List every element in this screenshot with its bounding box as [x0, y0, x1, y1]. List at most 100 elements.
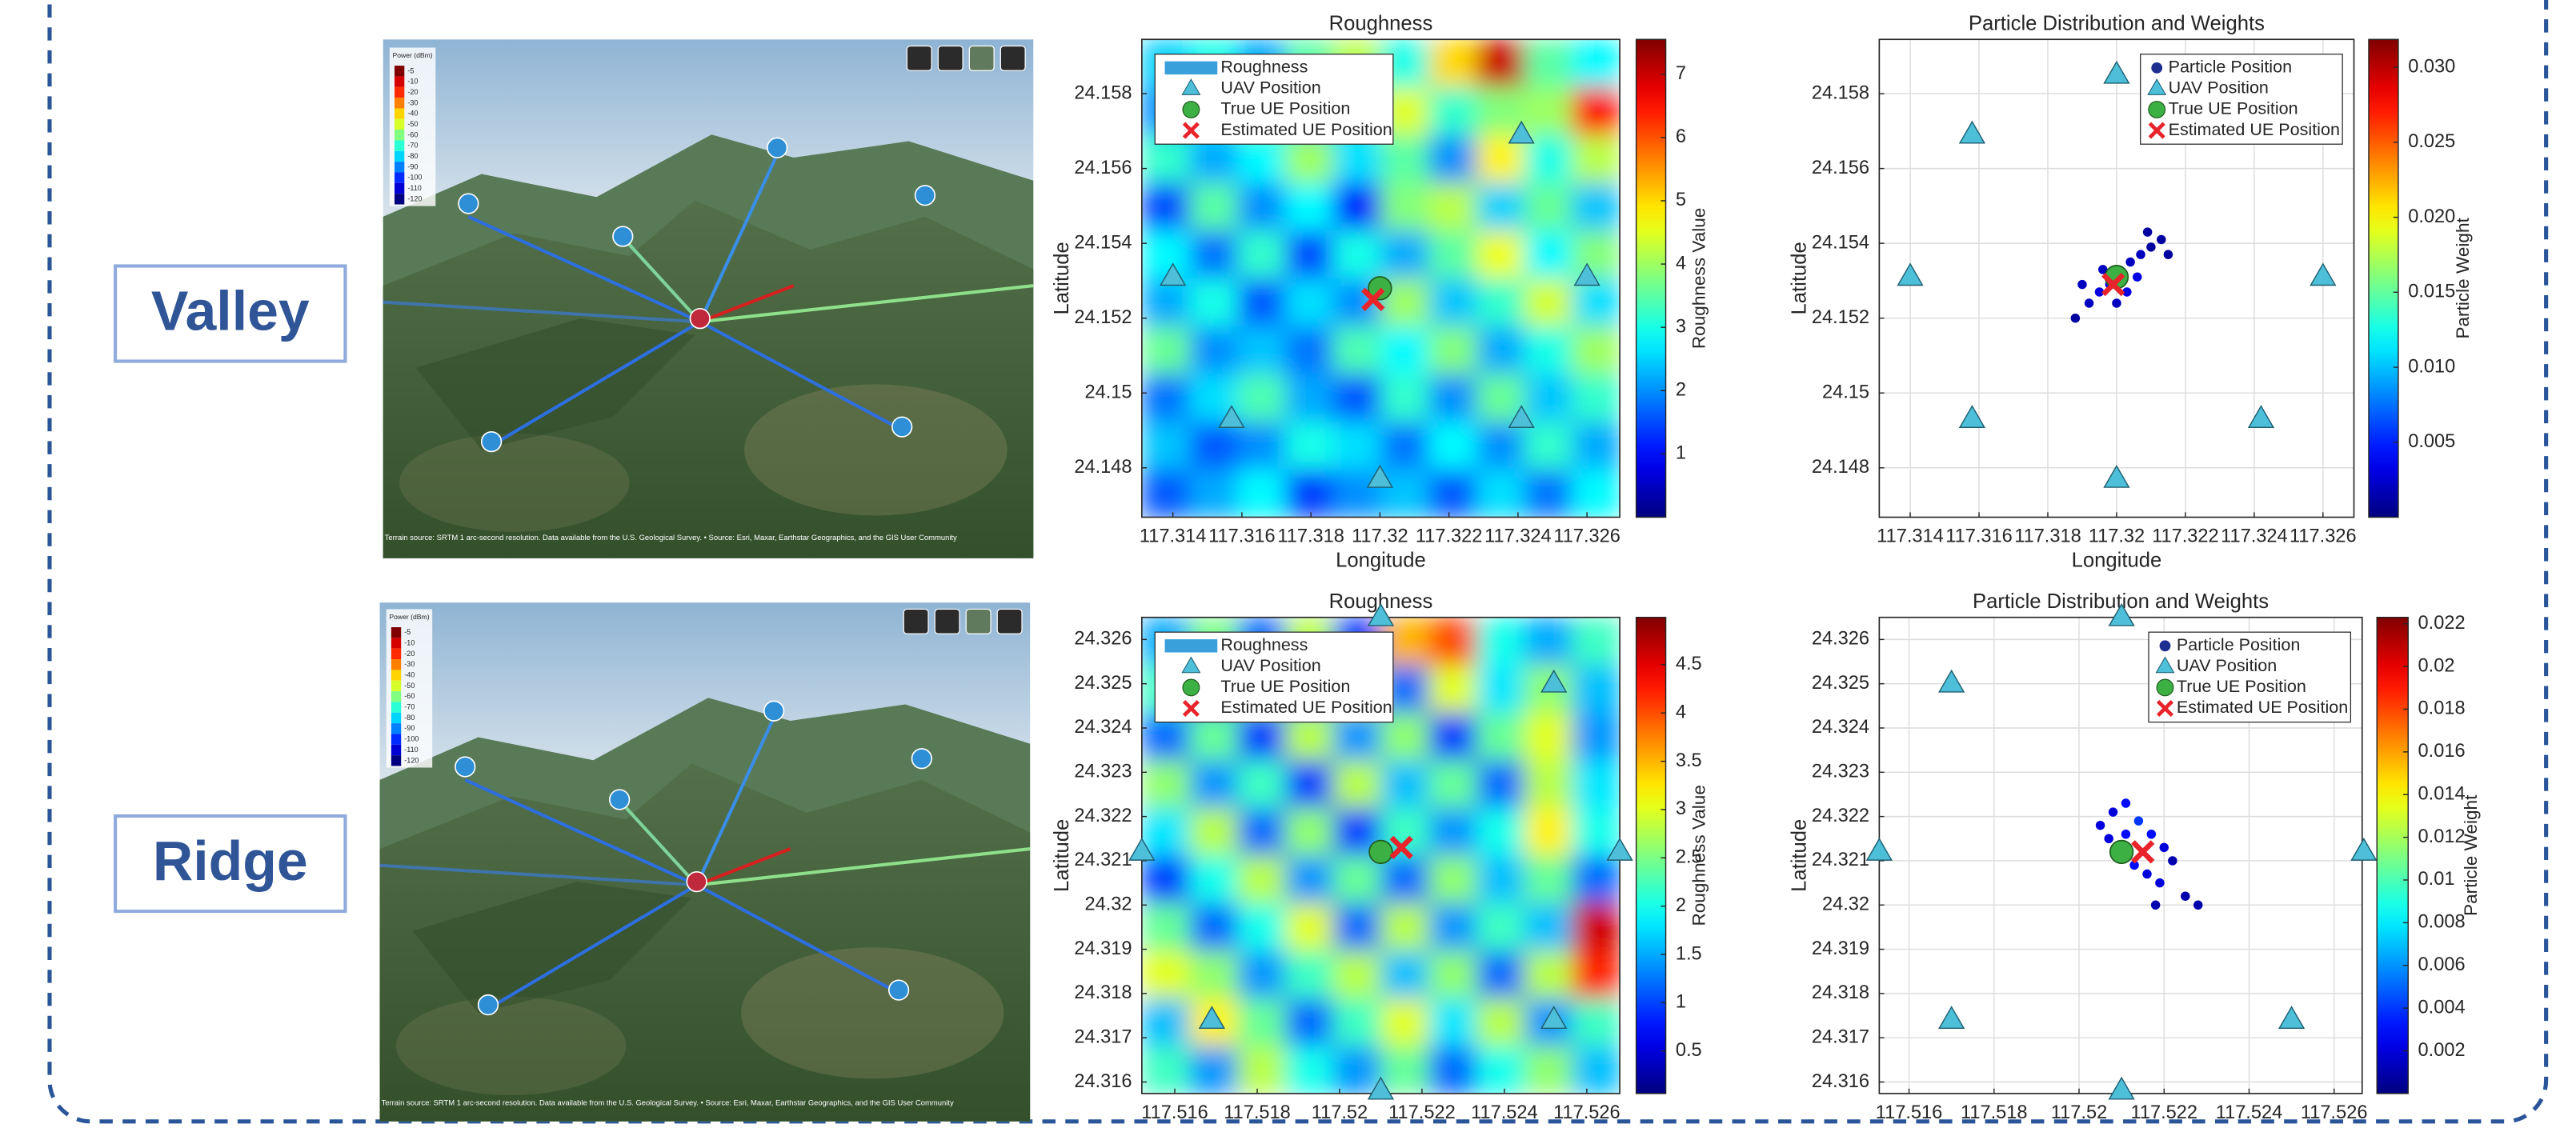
heatmap-cell	[1333, 326, 1382, 375]
x-tick-label: 117.324	[2221, 526, 2288, 546]
particle	[2193, 901, 2202, 910]
power-legend-title: Power (dBm)	[389, 613, 429, 621]
x-tick-label: 117.326	[2290, 526, 2357, 546]
legend-label: UAV Position	[1220, 655, 1320, 675]
colorbar	[1637, 618, 1666, 1094]
colorbar-label: Roughness Value	[1689, 785, 1709, 926]
colorbar-label: Roughness Value	[1689, 208, 1709, 349]
x-tick-label: 117.518	[1961, 1102, 2028, 1123]
heatmap-cell	[1476, 713, 1525, 762]
heatmap-cell	[1476, 1046, 1525, 1094]
heatmap-cell	[1428, 326, 1477, 375]
colorbar	[1637, 39, 1666, 517]
legend-label: True UE Position	[1220, 676, 1350, 696]
page: Valley Ridge Power (dBm)-5-10-20-30-40-5…	[0, 0, 2576, 1128]
heatmap-cell	[1428, 278, 1477, 327]
heatmap-cell	[1237, 326, 1286, 375]
heatmap-cell	[1476, 998, 1525, 1047]
heatmap-cell	[1476, 808, 1525, 857]
heatmap-cell	[1428, 87, 1477, 136]
particle	[2151, 901, 2160, 910]
heatmap-cell	[1380, 1046, 1429, 1094]
heatmap-cell	[1190, 808, 1239, 857]
y-tick-label: 24.322	[1812, 806, 1869, 826]
y-tick-label: 24.148	[1074, 457, 1132, 478]
colorbar-tick-label: 0.022	[2418, 613, 2466, 634]
particle	[2181, 891, 2189, 900]
x-tick-label: 117.318	[2014, 526, 2081, 546]
colorbar-tick-label: 0.020	[2408, 206, 2455, 227]
x-tick-label: 117.326	[1553, 526, 1621, 546]
row-label: Valley	[151, 279, 310, 342]
x-tick-label: 117.316	[1208, 526, 1276, 546]
heatmap-cell	[1572, 903, 1621, 952]
heatmap-cell	[1476, 855, 1525, 904]
y-tick-label: 24.321	[1074, 850, 1132, 870]
y-tick-label: 24.324	[1812, 717, 1869, 738]
x-tick-label: 117.522	[1388, 1102, 1456, 1123]
particle	[2121, 798, 2130, 807]
power-label: -40	[407, 110, 418, 118]
heatmap-cell	[1380, 182, 1429, 231]
y-tick-label: 24.32	[1822, 894, 1869, 914]
y-tick-label: 24.148	[1812, 457, 1869, 478]
power-swatch	[395, 108, 404, 118]
heatmap-cell	[1428, 760, 1477, 809]
x-tick-label: 117.52	[2051, 1102, 2107, 1123]
heatmap-cell	[1333, 855, 1382, 904]
row-label: Ridge	[153, 830, 308, 892]
power-swatch	[391, 659, 401, 670]
y-tick-label: 24.156	[1812, 158, 1869, 178]
heatmap-cell	[1380, 422, 1429, 470]
y-tick-label: 24.318	[1074, 982, 1132, 1003]
power-label: -20	[404, 650, 415, 658]
legend-icon	[2151, 62, 2162, 74]
heatmap-cell	[1380, 855, 1429, 904]
particle	[2142, 870, 2151, 878]
heatmap-cell	[1572, 665, 1621, 714]
y-tick-label: 24.318	[1812, 982, 1869, 1003]
y-axis-label: Latitude	[1789, 242, 1811, 314]
heatmap-cell	[1237, 903, 1286, 952]
heatmap-cell	[1524, 1046, 1573, 1094]
power-label: -50	[407, 120, 418, 128]
heatmap-cell	[1476, 903, 1525, 952]
colorbar-tick-label: 3	[1676, 798, 1686, 819]
heatmap-cell	[1237, 182, 1286, 231]
power-label: -80	[404, 714, 415, 722]
power-legend-title: Power (dBm)	[392, 51, 432, 59]
heatmap-cell	[1524, 903, 1573, 952]
y-tick-label: 24.15	[1822, 382, 1869, 402]
heatmap-cell	[1142, 470, 1191, 518]
legend-icon	[1165, 639, 1218, 652]
power-swatch	[391, 638, 401, 648]
heatmap-cell	[1285, 470, 1334, 518]
power-label: -60	[407, 130, 418, 138]
heatmap-cell	[1380, 998, 1429, 1047]
colorbar-tick-label: 0.015	[2408, 282, 2455, 302]
power-swatch	[395, 98, 404, 108]
power-label: -120	[404, 756, 419, 764]
x-axis-label: Longitude	[1336, 550, 1426, 572]
colorbar-tick-label: 0.014	[2418, 783, 2466, 804]
heatmap-cell	[1190, 182, 1239, 231]
true-ue-marker	[1369, 841, 1392, 864]
heatmap-cell	[1333, 374, 1382, 422]
heatmap-cell	[1237, 470, 1286, 518]
colorbar-tick-label: 0.02	[2418, 655, 2455, 676]
heatmap-cell	[1476, 618, 1525, 666]
heatmap-cell	[1428, 665, 1477, 714]
colorbar-label: Particle Weight	[2453, 217, 2473, 338]
power-swatch	[395, 183, 404, 194]
particle	[2159, 843, 2168, 852]
power-swatch	[395, 173, 404, 183]
legend-label: Particle Position	[2177, 634, 2301, 654]
particle	[2121, 830, 2130, 838]
heatmap-cell	[1524, 182, 1573, 231]
heatmap-cell	[1572, 618, 1621, 666]
legend-label: True UE Position	[1220, 98, 1350, 118]
heatmap-cell	[1285, 808, 1334, 857]
heatmap-cell	[1572, 374, 1621, 422]
